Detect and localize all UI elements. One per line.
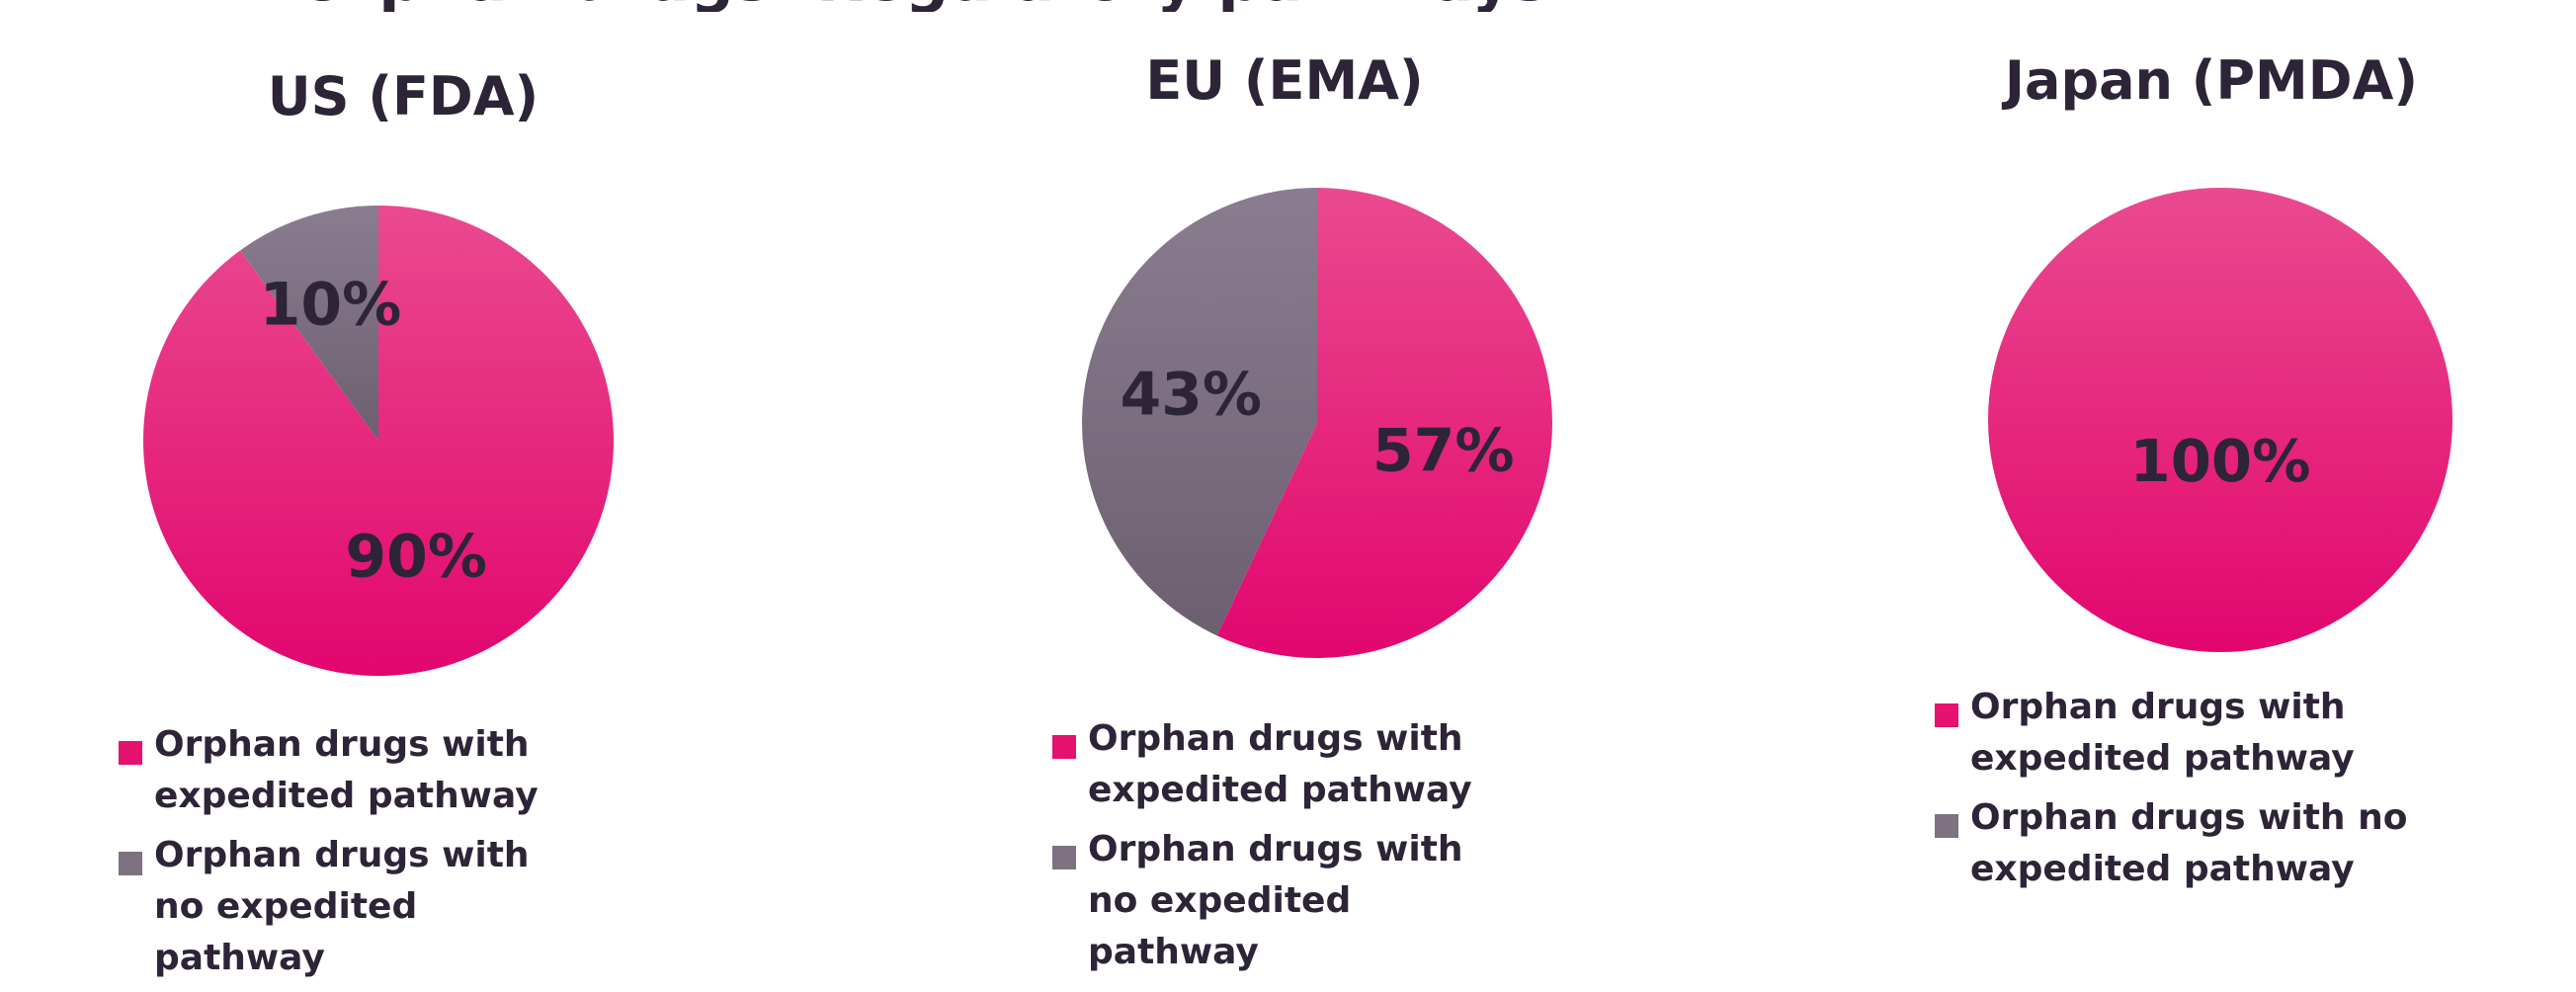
pie-slice-expedited bbox=[1988, 188, 2452, 652]
pie-slice-no-expedited bbox=[240, 206, 378, 441]
page-title: Orphan drugs: Regulatory pathways bbox=[0, 0, 2576, 12]
legend-swatch-no-expedited bbox=[1052, 846, 1076, 869]
legend-label-no-expedited: Orphan drugs with no expedited pathway bbox=[154, 835, 530, 978]
legend-swatch-expedited bbox=[1052, 735, 1076, 759]
legend-eu: Orphan drugs with expedited pathway Orph… bbox=[1052, 713, 1695, 986]
legend-swatch-no-expedited bbox=[1935, 814, 1958, 838]
data-label-expedited: 90% bbox=[345, 523, 487, 592]
legend-japan: Orphan drugs with expedited pathway Orph… bbox=[1935, 682, 2576, 903]
chart-panel-us: US (FDA) 90% 10% Orphan drugs with expedi… bbox=[59, 0, 751, 978]
pie-slice-no-expedited bbox=[1081, 188, 1317, 636]
data-label-expedited: 100% bbox=[2130, 427, 2311, 495]
legend-item-no-expedited: Orphan drugs with no expedited pathway bbox=[1935, 792, 2576, 895]
legend-label-expedited: Orphan drugs with expedited pathway bbox=[1088, 718, 1472, 810]
chart-title-japan: Japan (PMDA) bbox=[2004, 49, 2419, 112]
pie-chart-eu: 57% 43% bbox=[1081, 188, 1552, 658]
pie-slice-expedited bbox=[142, 206, 615, 676]
legend-swatch-no-expedited bbox=[119, 852, 142, 875]
chart-panel-japan: Japan (PMDA) 100% Orphan drugs with expe… bbox=[1907, 0, 2576, 924]
chart-title-us: US (FDA) bbox=[267, 65, 540, 127]
legend-item-expedited: Orphan drugs with expedited pathway bbox=[119, 719, 751, 822]
data-label-no-expedited: 43% bbox=[1120, 360, 1262, 429]
pie-chart-us: 90% 10% bbox=[142, 206, 615, 676]
legend-item-expedited: Orphan drugs with expedited pathway bbox=[1935, 682, 2576, 785]
chart-title-eu: EU (EMA) bbox=[1145, 49, 1424, 112]
legend-item-no-expedited: Orphan drugs with no expedited pathway bbox=[119, 830, 751, 984]
legend-label-expedited: Orphan drugs with expedited pathway bbox=[1970, 687, 2355, 779]
legend-swatch-expedited bbox=[119, 741, 142, 765]
legend-item-expedited: Orphan drugs with expedited pathway bbox=[1052, 713, 1695, 816]
legend-label-no-expedited: Orphan drugs with no expedited pathway bbox=[1970, 797, 2408, 889]
pie-slice-expedited bbox=[1216, 188, 1552, 658]
chart-panel-eu: EU (EMA) 57% 43% Orphan drugs with expedi… bbox=[998, 0, 1690, 972]
legend-item-no-expedited: Orphan drugs with no expedited pathway bbox=[1052, 824, 1695, 978]
legend-swatch-expedited bbox=[1935, 703, 1958, 727]
data-label-no-expedited: 10% bbox=[260, 271, 402, 340]
legend-us: Orphan drugs with expedited pathway Orph… bbox=[119, 719, 751, 992]
pie-chart-japan: 100% bbox=[1988, 188, 2452, 652]
legend-label-no-expedited: Orphan drugs with no expedited pathway bbox=[1088, 829, 1463, 972]
legend-label-expedited: Orphan drugs with expedited pathway bbox=[154, 724, 539, 816]
data-label-expedited: 57% bbox=[1372, 417, 1515, 486]
